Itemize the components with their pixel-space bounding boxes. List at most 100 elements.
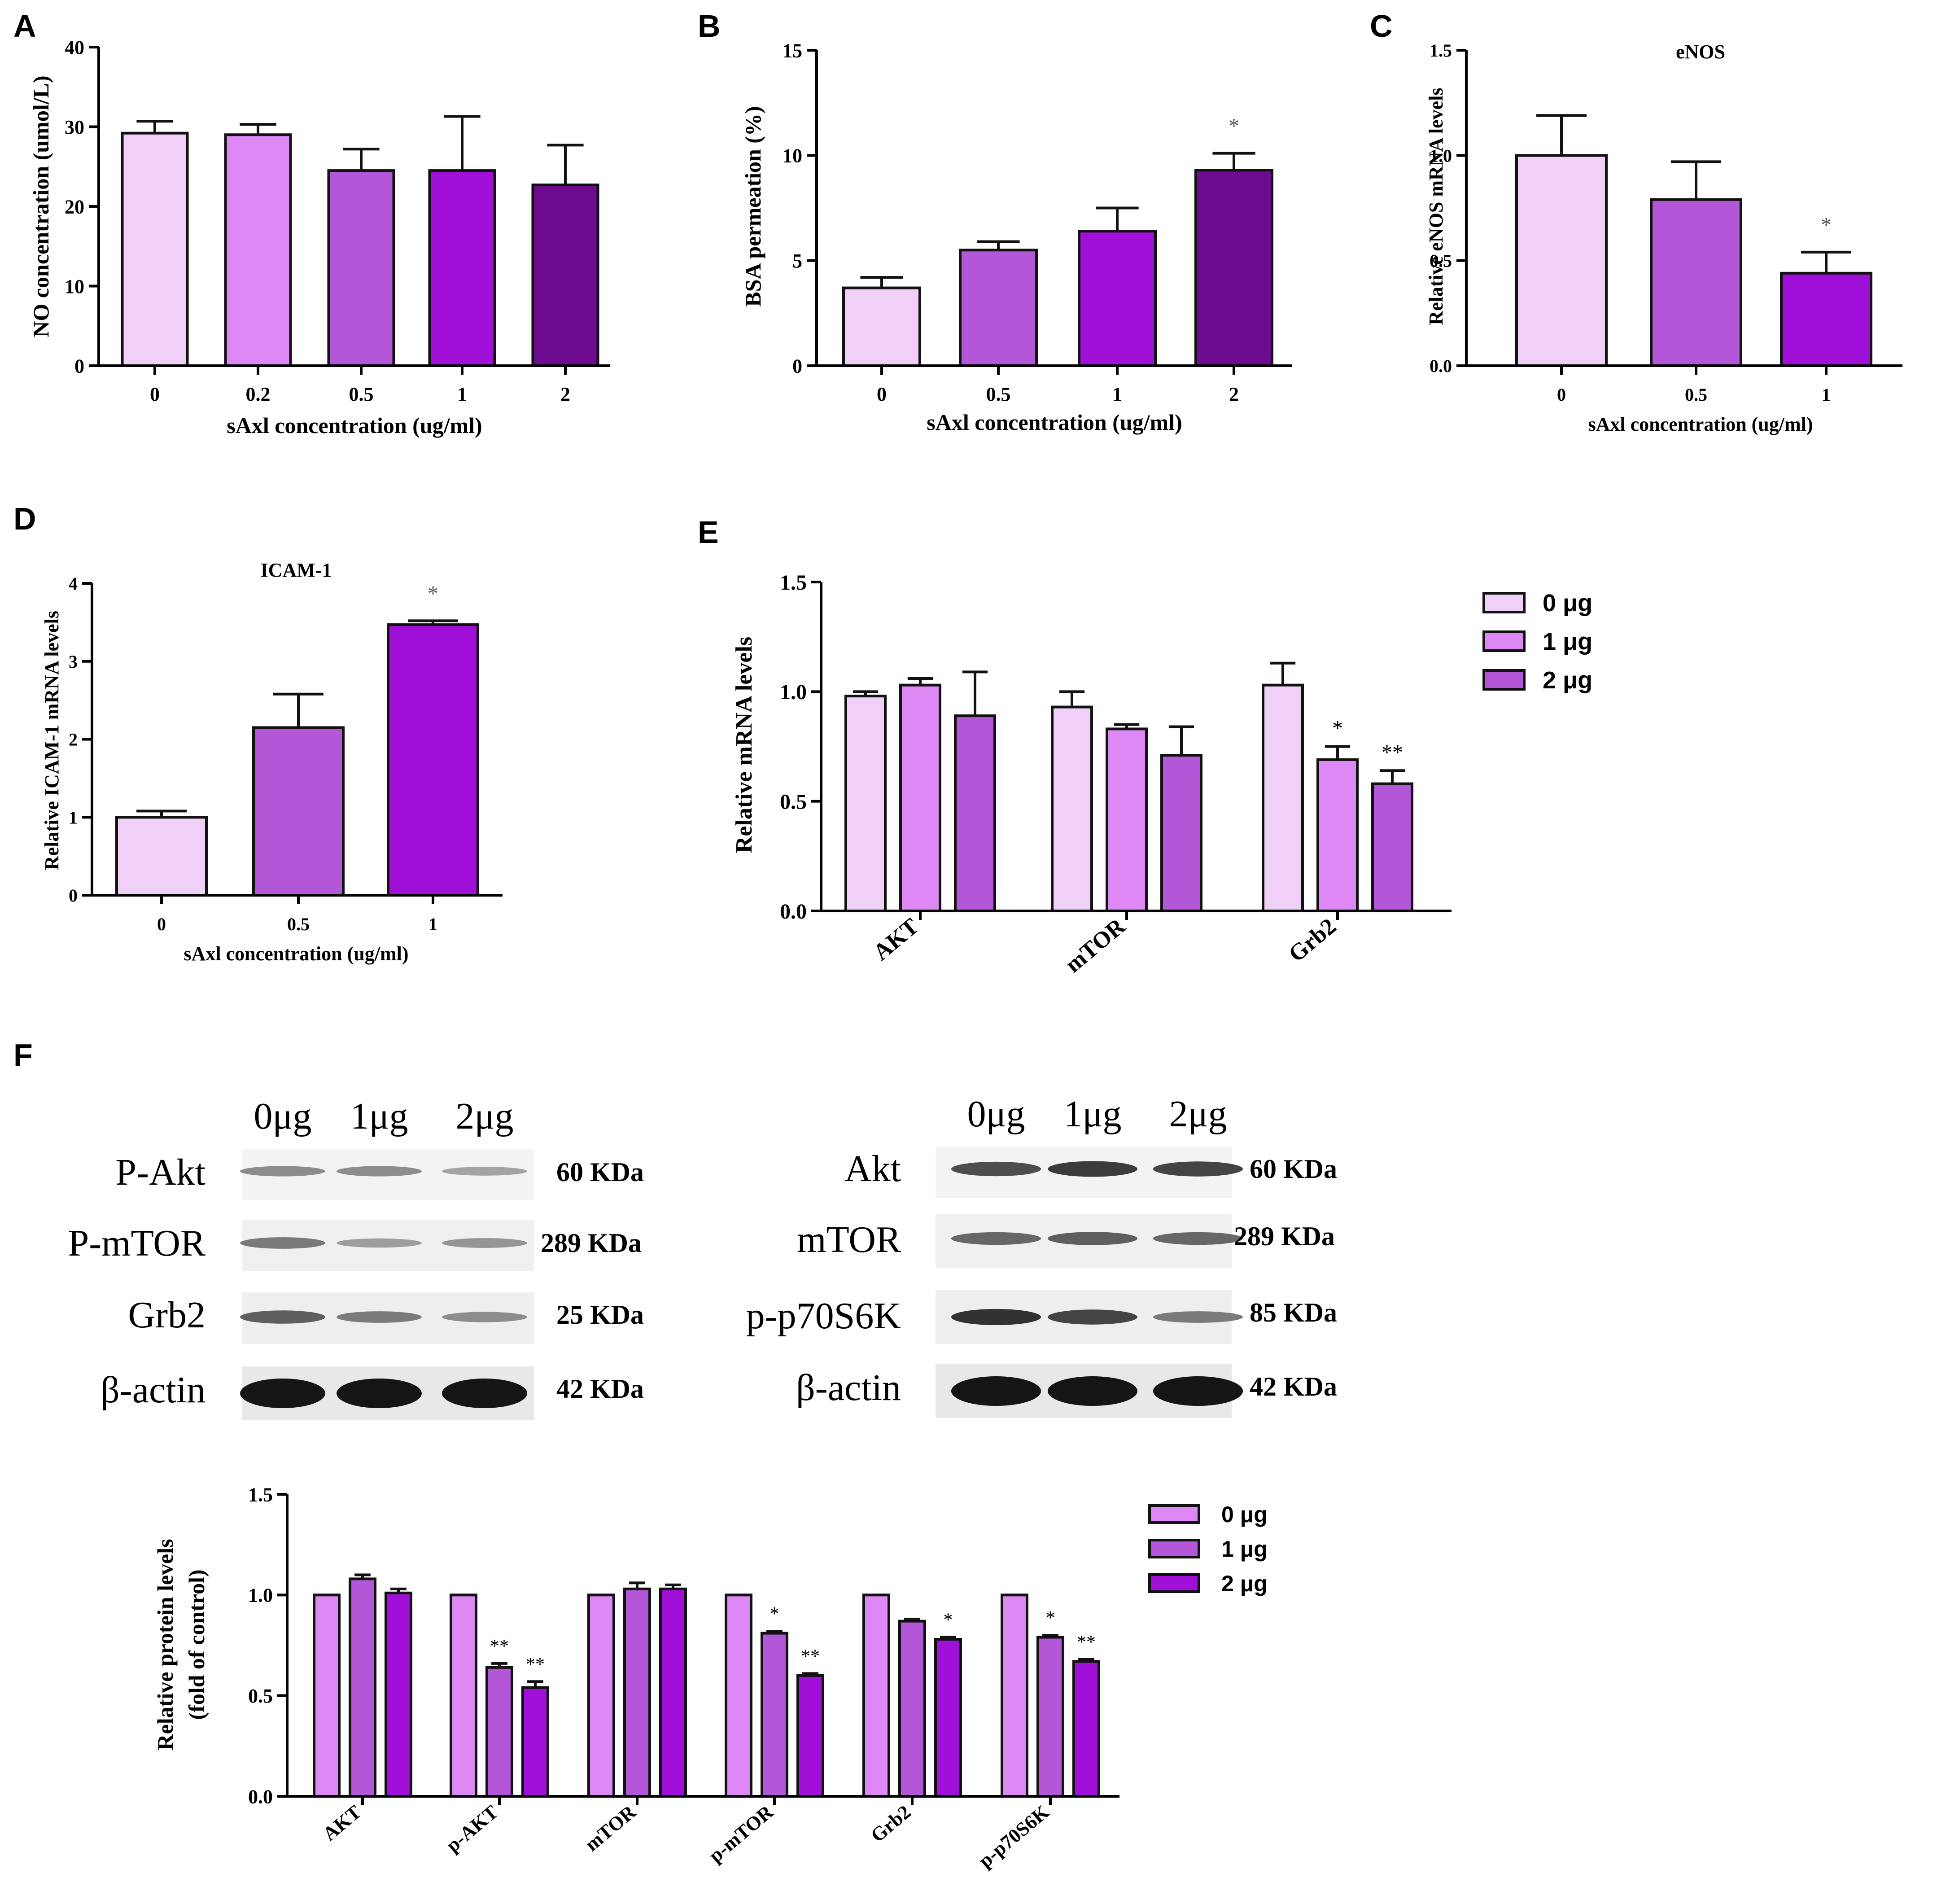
chart-b-xtick-label: 2 xyxy=(1229,383,1239,405)
chart-d-ytick-label: 1 xyxy=(69,807,78,827)
blot-right-lane-1: 1μg xyxy=(1063,1093,1121,1135)
chart-e-bar xyxy=(1160,754,1202,912)
chart-e-errorbar xyxy=(1325,745,1351,760)
chart-d-bar xyxy=(252,726,345,897)
chart-e-legend: 0 μg 1 μg 2 μg xyxy=(1482,590,1592,694)
blot-band xyxy=(337,1311,422,1323)
chart-a-xtick-label: 2 xyxy=(560,383,570,405)
chart-b-bars: * xyxy=(842,114,1273,367)
blot-band xyxy=(951,1309,1041,1326)
chart-c-xlabel: sAxl concentration (ug/ml) xyxy=(1588,413,1813,435)
chart-f-legend-item-2: 2 μg xyxy=(1148,1571,1268,1596)
chart-f-errorbar xyxy=(527,1680,543,1688)
chart-b-ytick-label: 15 xyxy=(783,39,802,61)
blot-left-size-3: 42 KDa xyxy=(556,1374,644,1404)
chart-d-ytick-label: 4 xyxy=(69,573,78,594)
chart-b-bar-group xyxy=(842,276,921,367)
chart-a-bar-group xyxy=(121,120,189,367)
chart-f-bar xyxy=(485,1666,513,1798)
chart-e-significance: ** xyxy=(1382,740,1403,764)
chart-d-xtick-label: 1 xyxy=(429,914,437,934)
blot-band xyxy=(337,1379,422,1408)
chart-e-legend-label-2: 2 μg xyxy=(1543,667,1592,694)
chart-b-ytick-label: 0 xyxy=(792,355,802,377)
chart-a-xtick-label: 0.2 xyxy=(246,383,271,405)
blot-right-protein-0: Akt xyxy=(844,1148,901,1190)
chart-f-errorbar xyxy=(940,1636,956,1640)
chart-f-bar-group xyxy=(725,1593,752,1798)
chart-f-bar-group: ** xyxy=(1072,1632,1100,1798)
chart-f-errorbar xyxy=(766,1630,783,1633)
chart-e-legend-swatch-0 xyxy=(1482,592,1526,613)
panel-label-a: A xyxy=(13,9,36,44)
chart-c-xtick-label: 0 xyxy=(1557,385,1566,405)
chart-e-errorbar xyxy=(853,690,879,696)
chart-f-ylabel-line-1: Relative protein levels xyxy=(153,1539,178,1750)
blot-band xyxy=(1153,1161,1243,1177)
chart-f-significance: * xyxy=(944,1610,953,1631)
chart-c-title: eNOS xyxy=(1676,41,1725,63)
chart-e-bar xyxy=(1106,727,1148,912)
chart-b-xlabel: sAxl concentration (ug/ml) xyxy=(927,410,1182,435)
chart-b-errorbar xyxy=(1096,206,1139,232)
chart-a-ytick-label: 0 xyxy=(74,355,84,377)
chart-e-legend-item-0: 0 μg xyxy=(1482,590,1592,617)
blot-left-size-1: 289 KDa xyxy=(541,1228,642,1258)
chart-d-bar xyxy=(115,816,208,897)
blot-left-protein-1: P-mTOR xyxy=(68,1222,206,1264)
chart-e-significance: * xyxy=(1332,717,1343,740)
chart-f-bar-group: * xyxy=(761,1604,788,1798)
chart-b-xtick-label: 0 xyxy=(877,383,887,405)
chart-e-legend-swatch-1 xyxy=(1482,630,1526,652)
chart-e-legend-swatch-2 xyxy=(1482,669,1526,691)
chart-d-title: ICAM-1 xyxy=(261,559,332,581)
western-blot-right: 0μg 1μg 2μg Akt mTOR p-p70S6K β-actin 60… xyxy=(746,1093,1337,1418)
chart-f-bar-group xyxy=(587,1593,615,1798)
chart-c-errorbar xyxy=(1801,250,1851,273)
chart-f-bar-group xyxy=(313,1593,341,1798)
chart-d-ytick-label: 2 xyxy=(69,730,78,750)
chart-a: 0 10 20 30 40 0 0.2 0.5 1 2 sAxl concentration (… xyxy=(28,36,610,438)
chart-f-bar-group: * xyxy=(1036,1608,1064,1798)
chart-d-xtick-label: 0 xyxy=(157,914,166,934)
chart-f-ytick-label: 0.0 xyxy=(248,1786,273,1808)
blot-band xyxy=(1153,1311,1243,1323)
chart-a-bar xyxy=(121,131,189,367)
chart-e-ylabel: Relative mRNA levels xyxy=(731,637,757,853)
blot-band xyxy=(1153,1376,1243,1406)
chart-d-bar-group: * xyxy=(387,582,479,897)
panel-label-d: D xyxy=(13,501,36,536)
chart-e-bar xyxy=(1316,758,1359,912)
blot-right-lane-labels: 0μg 1μg 2μg xyxy=(967,1093,1227,1135)
blot-band xyxy=(240,1379,325,1408)
chart-f-legend-item-0: 0 μg xyxy=(1148,1502,1268,1527)
chart-e-errorbar xyxy=(1270,661,1296,685)
chart-d-ylabel: Relative ICAM-1 mRNA levels xyxy=(41,611,63,870)
chart-a-bars xyxy=(121,115,599,367)
blot-left-size-0: 60 KDa xyxy=(556,1157,644,1187)
chart-f-significance: ** xyxy=(490,1636,509,1657)
chart-c-bar xyxy=(1780,271,1872,368)
blot-left-lane-2: 2μg xyxy=(455,1095,513,1137)
blot-band xyxy=(1048,1309,1137,1325)
chart-a-xtick-label: 0 xyxy=(150,383,160,405)
chart-d-bar-group xyxy=(115,810,208,897)
blot-band xyxy=(337,1166,422,1177)
panel-label-e: E xyxy=(698,515,719,550)
chart-e-legend-label-1: 1 μg xyxy=(1543,628,1592,655)
chart-a-bar-group xyxy=(224,123,292,367)
chart-d-ytick-label: 0 xyxy=(69,885,78,906)
chart-d-xtick-label: 0.5 xyxy=(287,914,310,934)
chart-d-ytick-label: 3 xyxy=(69,652,78,672)
chart-f-bar xyxy=(934,1638,962,1798)
chart-f-errorbar xyxy=(491,1662,507,1668)
chart-d-errorbar xyxy=(136,810,187,818)
chart-c-bar-group xyxy=(1650,160,1742,367)
blot-band xyxy=(442,1312,527,1322)
chart-a-ytick-label: 40 xyxy=(65,36,84,58)
chart-c-bars: * xyxy=(1515,114,1872,368)
blot-left-lane-1: 1μg xyxy=(350,1095,408,1137)
chart-f-legend-label-2: 2 μg xyxy=(1221,1571,1268,1596)
chart-b-bar-group xyxy=(959,240,1038,367)
